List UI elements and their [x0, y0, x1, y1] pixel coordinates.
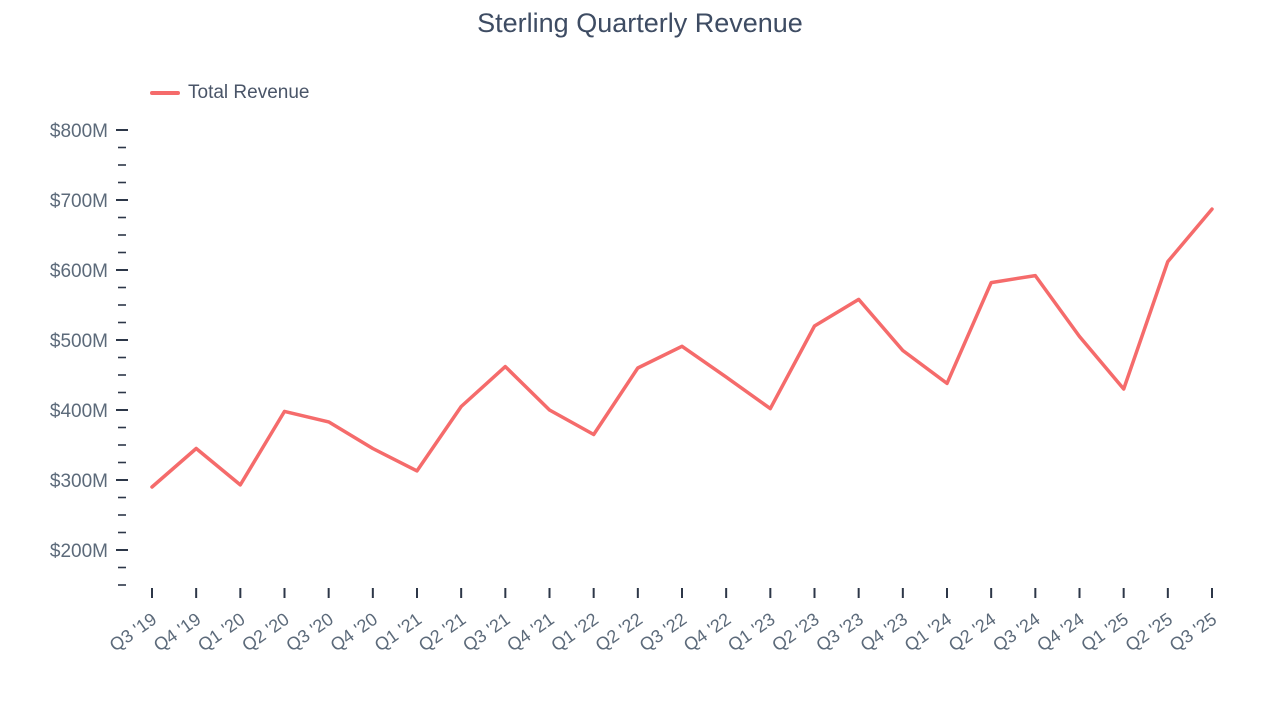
y-axis-label: $800M [50, 121, 108, 142]
x-axis-label: Q1 '22 [547, 609, 601, 655]
y-axis-label: $200M [50, 541, 108, 562]
x-axis-label: Q1 '20 [194, 609, 248, 655]
x-axis-label: Q3 '23 [812, 609, 866, 655]
x-axis-label: Q4 '24 [1033, 609, 1087, 655]
x-axis-label: Q1 '23 [724, 609, 778, 655]
chart-title: Sterling Quarterly Revenue [477, 8, 803, 38]
x-axis-label: Q2 '21 [415, 609, 469, 655]
x-axis-label: Q3 '20 [282, 609, 336, 655]
x-axis-label: Q3 '22 [636, 609, 690, 655]
x-axis-label: Q1 '21 [371, 609, 425, 655]
series-line-total-revenue [150, 207, 1214, 489]
x-axis-label: Q3 '19 [106, 609, 160, 655]
x-axis-label: Q4 '21 [503, 609, 557, 655]
x-axis-label: Q2 '24 [945, 609, 999, 655]
y-axis-minor-ticks [118, 146, 126, 586]
x-axis-label: Q4 '19 [150, 609, 204, 655]
x-axis-label: Q3 '25 [1166, 609, 1220, 655]
x-axis-label: Q1 '24 [901, 609, 955, 655]
legend-label: Total Revenue [188, 82, 310, 103]
x-axis-label: Q4 '22 [680, 609, 734, 655]
x-axis-label: Q4 '20 [327, 609, 381, 655]
legend-line-swatch-icon [150, 91, 180, 95]
x-axis-label: Q3 '24 [989, 609, 1043, 655]
y-axis-label: $500M [50, 331, 108, 352]
legend: Total Revenue [150, 82, 309, 104]
x-axis-label: Q2 '22 [592, 609, 646, 655]
x-axis-label: Q2 '25 [1122, 609, 1176, 655]
y-axis-ticks: $200M $300M $400M $500M $600M $700M $800M [50, 121, 128, 562]
x-axis-label: Q4 '23 [857, 609, 911, 655]
x-axis-label: Q2 '23 [768, 609, 822, 655]
y-axis-label: $700M [50, 191, 108, 212]
y-axis-label: $300M [50, 471, 108, 492]
x-axis-label: Q1 '25 [1077, 609, 1131, 655]
y-axis-label: $400M [50, 401, 108, 422]
y-axis-label: $600M [50, 261, 108, 282]
x-axis-label: Q3 '21 [459, 609, 513, 655]
x-axis-label: Q2 '20 [238, 609, 292, 655]
